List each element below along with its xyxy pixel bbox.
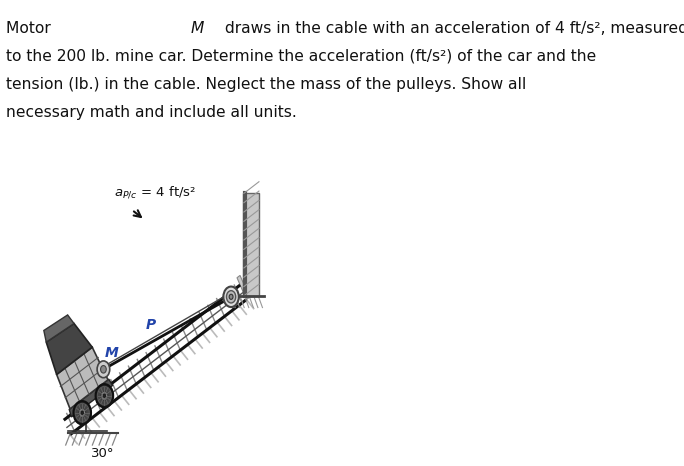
Text: Motor: Motor — [6, 21, 56, 36]
Circle shape — [75, 404, 90, 422]
Text: M: M — [190, 21, 204, 36]
Text: $a_{P/c}$ = 4 ft/s²: $a_{P/c}$ = 4 ft/s² — [114, 185, 196, 200]
Circle shape — [73, 401, 91, 425]
Text: M: M — [105, 346, 119, 360]
Text: tension (lb.) in the cable. Neglect the mass of the pulleys. Show all: tension (lb.) in the cable. Neglect the … — [6, 77, 527, 92]
Text: P: P — [146, 318, 156, 332]
Circle shape — [101, 365, 106, 373]
Polygon shape — [47, 323, 92, 375]
FancyBboxPatch shape — [243, 193, 259, 296]
Circle shape — [226, 291, 236, 303]
Text: draws in the cable with an acceleration of 4 ft/s², measured relative: draws in the cable with an acceleration … — [220, 21, 684, 36]
Circle shape — [97, 361, 109, 378]
Circle shape — [81, 411, 83, 414]
Polygon shape — [57, 347, 108, 409]
Circle shape — [103, 394, 106, 397]
Text: to the 200 lb. mine car. Determine the acceleration (ft/s²) of the car and the: to the 200 lb. mine car. Determine the a… — [6, 49, 596, 64]
Text: necessary math and include all units.: necessary math and include all units. — [6, 105, 297, 120]
Polygon shape — [69, 379, 113, 417]
Circle shape — [96, 384, 113, 407]
Polygon shape — [44, 315, 74, 342]
Circle shape — [97, 386, 111, 405]
Circle shape — [229, 294, 233, 299]
Circle shape — [101, 391, 108, 400]
Text: 30°: 30° — [90, 447, 114, 460]
Circle shape — [79, 408, 86, 418]
Polygon shape — [237, 275, 250, 300]
Circle shape — [224, 287, 239, 307]
